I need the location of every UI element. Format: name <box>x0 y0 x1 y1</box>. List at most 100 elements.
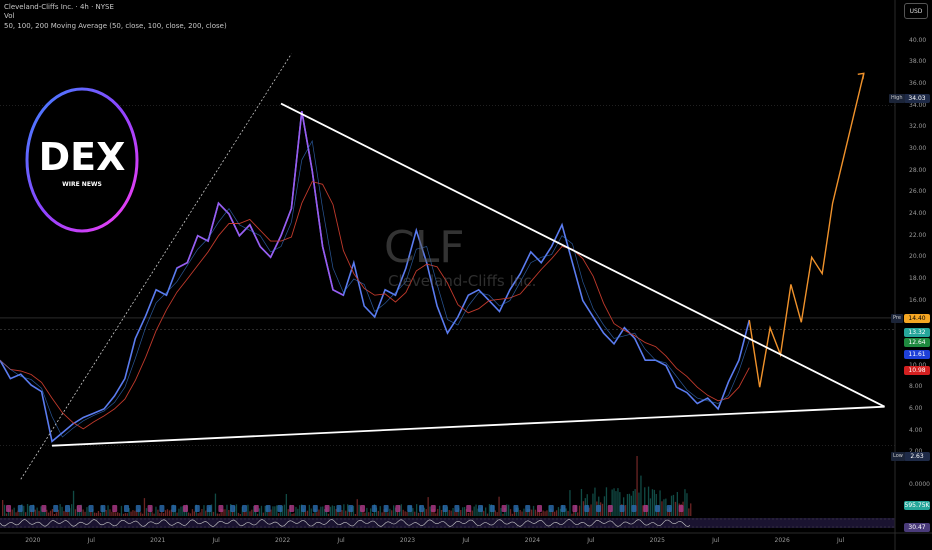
volume-bar <box>477 508 479 516</box>
volume-bar <box>203 505 205 516</box>
event-marker <box>230 505 236 512</box>
price-tick-label: 30.00 <box>909 145 927 153</box>
volume-bar <box>341 510 343 516</box>
event-marker <box>513 505 519 512</box>
volume-bar <box>439 505 441 516</box>
volume-bar <box>207 508 209 516</box>
time-tick-label: Jul <box>87 537 95 544</box>
volume-bar <box>17 510 19 516</box>
volume-bar <box>611 489 613 516</box>
volume-bar <box>385 508 387 516</box>
volume-bar <box>412 508 414 516</box>
volume-bar <box>193 511 195 516</box>
volume-bar <box>634 489 636 516</box>
time-tick-label: Jul <box>712 537 720 544</box>
event-marker <box>206 505 212 512</box>
volume-bar <box>644 487 646 516</box>
volume-bar <box>161 511 163 516</box>
volume-bar <box>396 511 399 516</box>
volume-bar <box>473 506 475 516</box>
volume-bar <box>331 505 333 516</box>
volume-bar <box>632 491 634 516</box>
price-tick-label: 4.00 <box>909 426 923 434</box>
volume-bar <box>437 509 439 516</box>
price-tick-label: 2.00 <box>909 448 922 455</box>
projection-arrow <box>857 72 865 80</box>
volume-bar <box>178 508 180 516</box>
event-marker <box>548 505 554 512</box>
price-badge: 14.40 <box>904 314 930 323</box>
volume-bar <box>199 512 201 516</box>
volume-bar <box>414 511 416 516</box>
volume-bar <box>128 508 130 516</box>
volume-bar <box>201 509 203 516</box>
price-badge-label: Low <box>891 452 905 461</box>
event-marker <box>430 505 436 512</box>
event-marker <box>41 505 47 512</box>
volume-bar <box>5 513 8 516</box>
event-marker <box>478 505 483 512</box>
volume-bar <box>90 511 92 516</box>
volume-bar <box>111 511 113 516</box>
symbol-title[interactable]: Cleveland-Cliffs Inc. · 4h · NYSE <box>4 3 114 11</box>
volume-bar <box>362 509 364 516</box>
volume-bar <box>636 456 638 516</box>
currency-button[interactable]: USD <box>904 3 928 19</box>
volume-bar <box>153 513 155 516</box>
volume-bar <box>406 511 408 516</box>
volume-bar <box>327 513 330 516</box>
volume-bar <box>538 510 540 516</box>
event-marker <box>171 505 177 512</box>
moving-average-legend[interactable]: 50, 100, 200 Moving Average (50, close, … <box>4 22 227 30</box>
volume-bar <box>667 508 669 516</box>
volume-bar <box>417 512 420 516</box>
event-marker <box>419 505 424 512</box>
volume-bar <box>573 511 575 516</box>
price-badge: 10.98 <box>904 366 930 375</box>
event-marker <box>607 505 613 512</box>
volume-bar <box>134 510 136 516</box>
price-tick-label: 8.00 <box>909 383 923 391</box>
volume-bar <box>26 504 29 516</box>
volume-bar <box>517 507 519 516</box>
volume-bar <box>659 490 661 516</box>
volume-bar <box>92 508 94 516</box>
volume-bar <box>38 510 40 516</box>
event-marker <box>301 505 306 512</box>
volume-bar <box>136 510 138 516</box>
volume-bar <box>672 494 675 516</box>
event-marker <box>619 505 625 512</box>
volume-bar <box>120 505 123 516</box>
volume-bar <box>141 513 144 516</box>
projection-line <box>748 73 865 388</box>
price-badge: 30.47 <box>904 523 930 532</box>
price-badge: 2.63 <box>904 452 930 461</box>
volume-bar <box>601 503 604 516</box>
volume-bar <box>189 513 192 516</box>
volume-bar <box>347 504 349 516</box>
volume-bar <box>260 505 263 516</box>
volume-bar <box>496 512 498 516</box>
volume-bar <box>245 511 247 516</box>
volume-bar <box>308 504 310 516</box>
volume-bar <box>630 495 632 516</box>
volume-bar <box>429 506 431 516</box>
volume-bar <box>462 507 464 516</box>
volume-bar <box>590 504 592 516</box>
volume-bar <box>53 514 56 516</box>
volume-bar <box>379 506 381 516</box>
event-marker <box>442 505 448 512</box>
volume-bar <box>164 510 167 516</box>
price-badge: 13.32 <box>904 328 930 337</box>
volume-bar <box>63 511 65 516</box>
time-tick-label: 2020 <box>25 537 41 544</box>
price-tick-label: 20.00 <box>909 253 927 261</box>
event-marker <box>65 505 70 512</box>
volume-bar <box>74 509 77 516</box>
volume-legend[interactable]: Vol <box>4 12 15 20</box>
event-marker <box>525 505 531 512</box>
volume-bar <box>191 509 194 516</box>
event-marker <box>124 505 129 512</box>
volume-bar <box>312 513 314 516</box>
